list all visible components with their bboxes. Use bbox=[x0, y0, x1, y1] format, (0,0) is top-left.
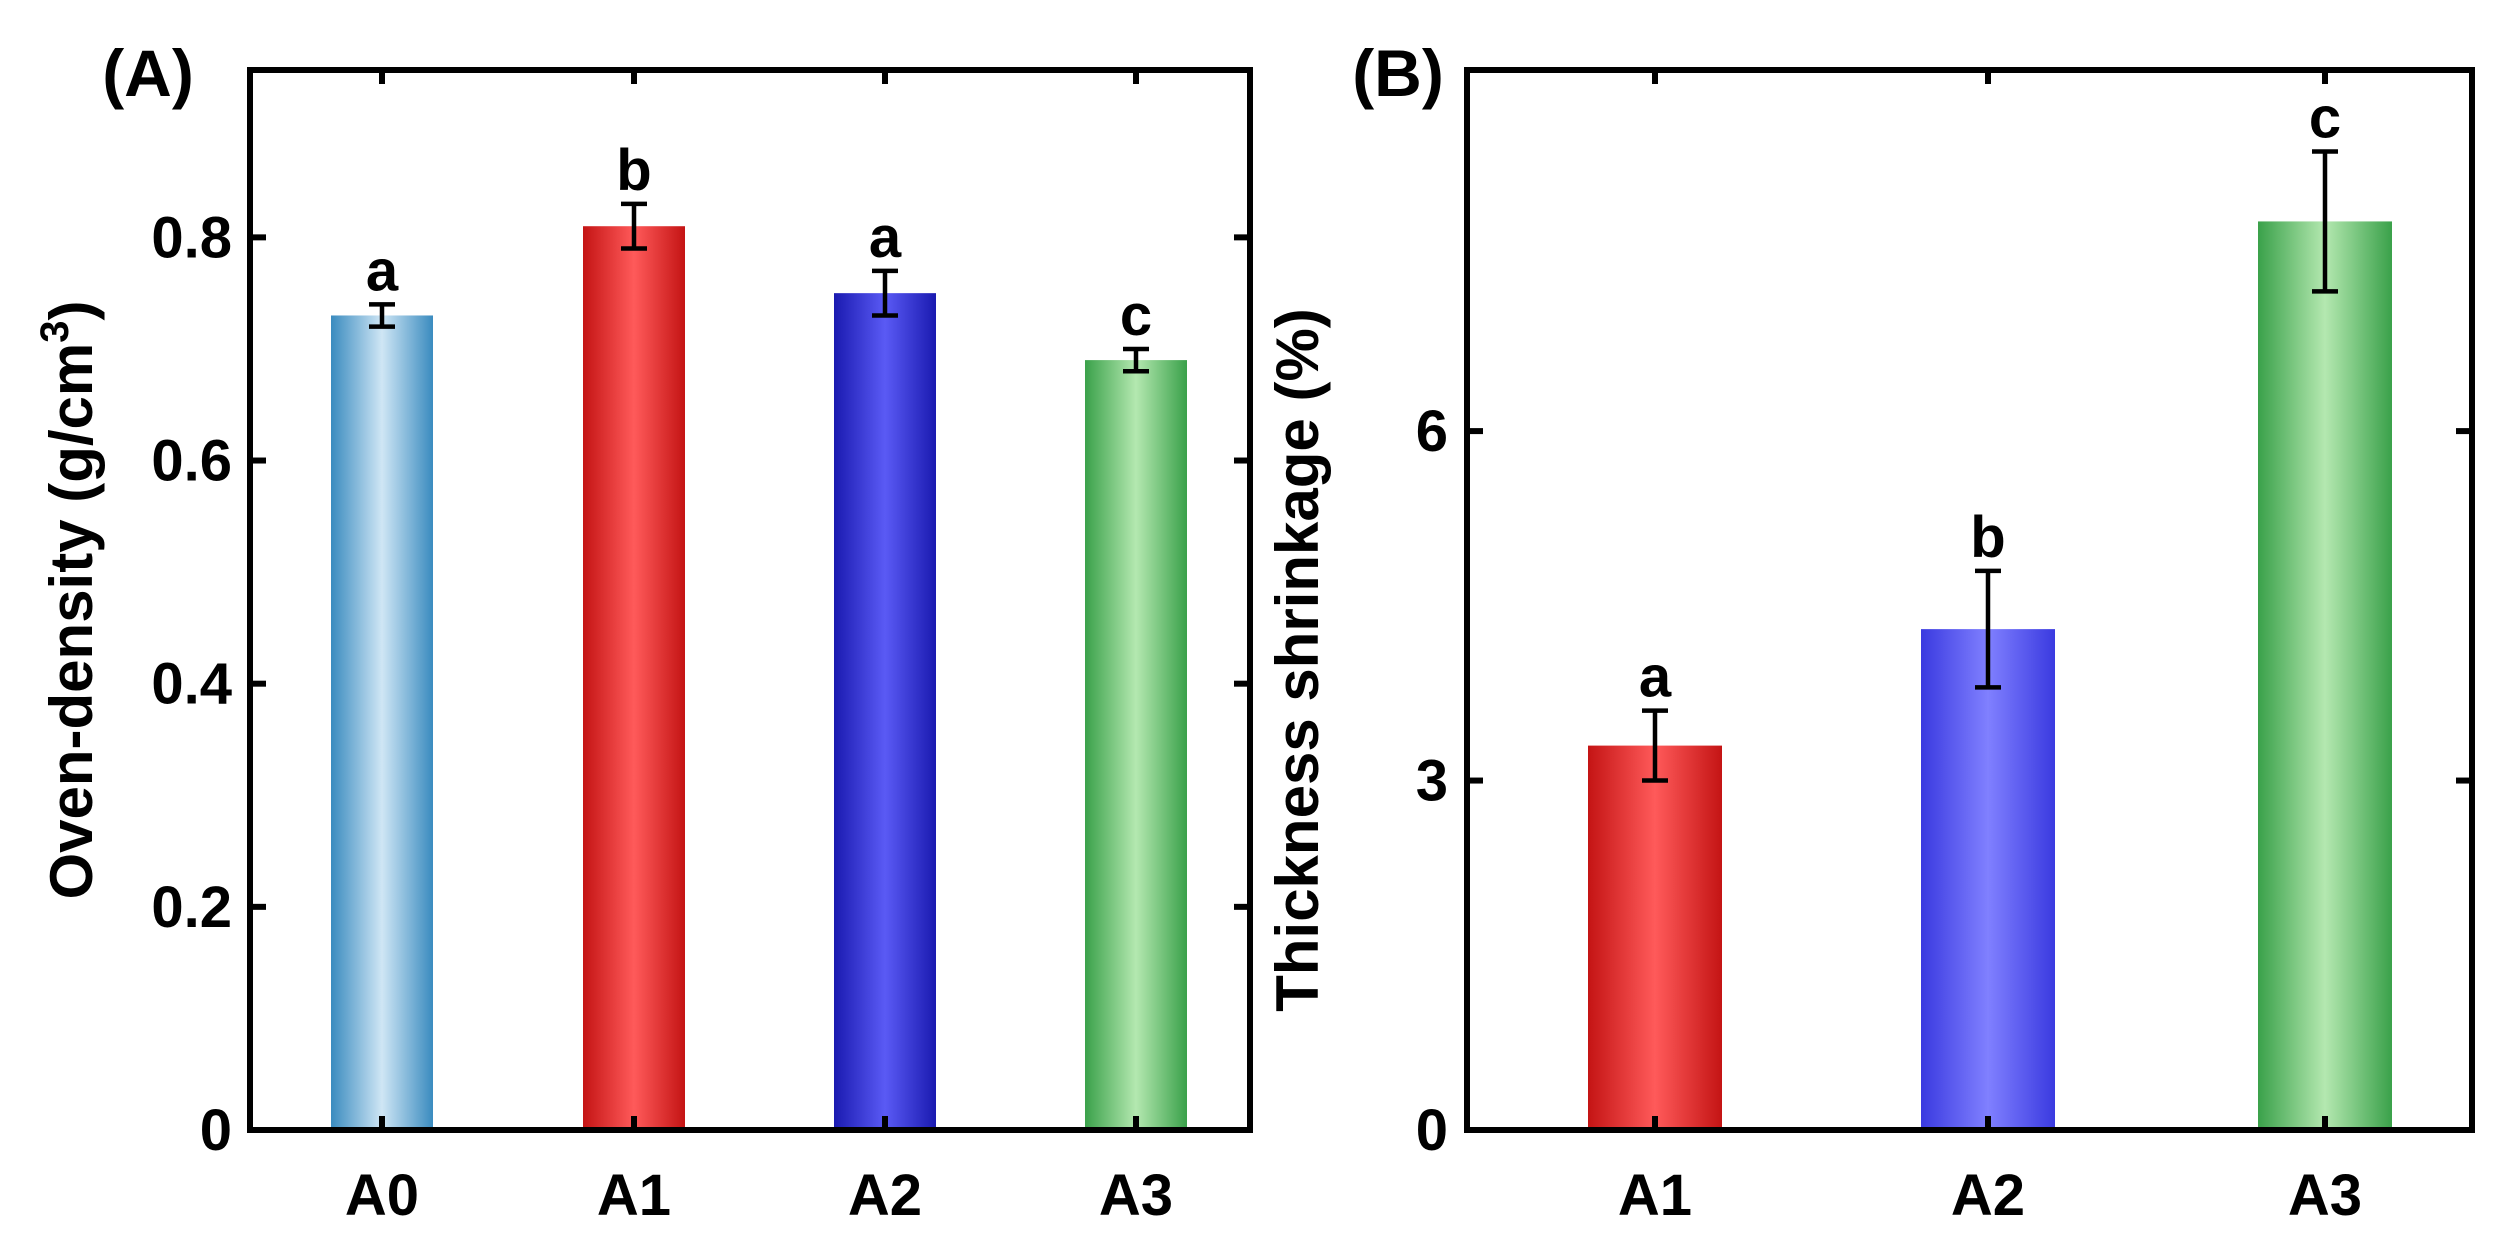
panel-a-y-axis-label: Oven-density (g/cm3) bbox=[33, 300, 105, 899]
y-tick-label: 0.6 bbox=[151, 429, 232, 494]
panel-b-chart: (B) Thickness shrinkage (%) 0 3 6 a A1 b A2 c A3 bbox=[1264, 36, 2475, 1228]
x-tick-label-A3: A3 bbox=[1099, 1163, 1173, 1228]
significance-letter-A2: a bbox=[869, 205, 902, 270]
panel-a-y-axis-label-end: ) bbox=[38, 300, 105, 320]
panel-a-chart: (A) Oven-density (g/cm3) 0 0.2 0.4 0.6 0.8 a A… bbox=[33, 36, 1253, 1228]
significance-letter-A1: b bbox=[616, 138, 651, 203]
significance-letter-A3: c bbox=[1120, 283, 1152, 348]
bar-A3 bbox=[1085, 360, 1187, 1131]
significance-letter-A2: b bbox=[1970, 505, 2005, 570]
bar-A1 bbox=[583, 226, 685, 1131]
bar-A1 bbox=[1588, 745, 1722, 1130]
y-tick-label: 0 bbox=[200, 1098, 232, 1163]
y-tick-label: 0.8 bbox=[151, 205, 232, 270]
bar-A2 bbox=[834, 293, 936, 1130]
x-tick-label-A2: A2 bbox=[848, 1163, 922, 1228]
y-tick-label: 0.2 bbox=[151, 875, 232, 940]
panel-b-frame bbox=[1464, 67, 2475, 1133]
panel-b-label: (B) bbox=[1352, 36, 1444, 110]
bar-A0 bbox=[331, 315, 433, 1130]
panel-a-label: (A) bbox=[102, 36, 194, 110]
bar-A2 bbox=[1921, 629, 2055, 1130]
significance-letter-A1: a bbox=[1639, 645, 1672, 710]
x-tick-label-A3: A3 bbox=[2288, 1163, 2362, 1228]
x-tick-label-A0: A0 bbox=[345, 1163, 419, 1228]
panel-a-y-axis-label-main: Oven-density (g/cm bbox=[38, 343, 105, 900]
y-tick-label: 3 bbox=[1416, 749, 1448, 814]
x-tick-label-A2: A2 bbox=[1951, 1163, 2025, 1228]
y-tick-label: 0.4 bbox=[151, 652, 232, 717]
x-tick-label-A1: A1 bbox=[597, 1163, 671, 1228]
y-tick-label: 0 bbox=[1416, 1098, 1448, 1163]
x-tick-label-A1: A1 bbox=[1618, 1163, 1692, 1228]
bar-A3 bbox=[2258, 221, 2392, 1130]
significance-letter-A0: a bbox=[366, 238, 399, 303]
significance-letter-A3: c bbox=[2309, 86, 2341, 151]
panel-b-y-axis-label: Thickness shrinkage (%) bbox=[1264, 308, 1331, 1012]
panel-a-frame bbox=[247, 67, 1253, 1133]
y-tick-label: 6 bbox=[1416, 399, 1448, 464]
panel-a-y-axis-label-superscript: 3 bbox=[33, 320, 77, 342]
